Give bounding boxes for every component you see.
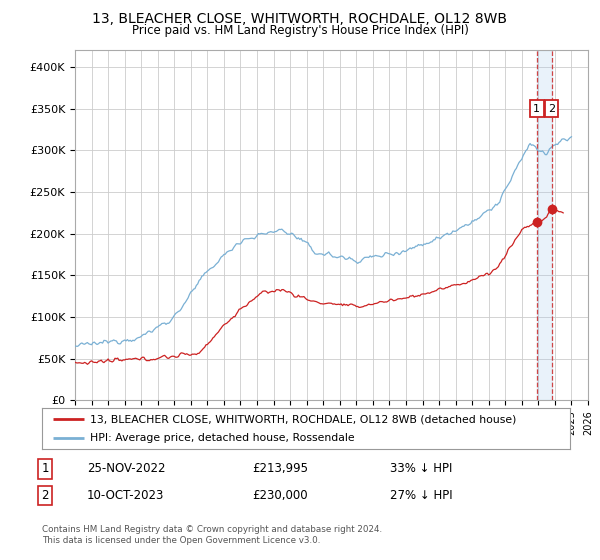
Text: Contains HM Land Registry data © Crown copyright and database right 2024.
This d: Contains HM Land Registry data © Crown c…	[42, 525, 382, 545]
Bar	[536, 50, 551, 400]
Text: 25-NOV-2022: 25-NOV-2022	[87, 462, 166, 475]
Text: 13, BLEACHER CLOSE, WHITWORTH, ROCHDALE, OL12 8WB: 13, BLEACHER CLOSE, WHITWORTH, ROCHDALE,…	[92, 12, 508, 26]
Text: 33% ↓ HPI: 33% ↓ HPI	[390, 462, 452, 475]
Text: 1: 1	[533, 104, 540, 114]
Text: 2: 2	[41, 489, 49, 502]
Text: 13, BLEACHER CLOSE, WHITWORTH, ROCHDALE, OL12 8WB (detached house): 13, BLEACHER CLOSE, WHITWORTH, ROCHDALE,…	[89, 414, 516, 424]
Text: 27% ↓ HPI: 27% ↓ HPI	[390, 489, 452, 502]
Text: £213,995: £213,995	[252, 462, 308, 475]
Text: 2: 2	[548, 104, 555, 114]
Text: HPI: Average price, detached house, Rossendale: HPI: Average price, detached house, Ross…	[89, 433, 354, 443]
Text: 1: 1	[41, 462, 49, 475]
Text: 10-OCT-2023: 10-OCT-2023	[87, 489, 164, 502]
Text: Price paid vs. HM Land Registry's House Price Index (HPI): Price paid vs. HM Land Registry's House …	[131, 24, 469, 36]
Text: £230,000: £230,000	[252, 489, 308, 502]
